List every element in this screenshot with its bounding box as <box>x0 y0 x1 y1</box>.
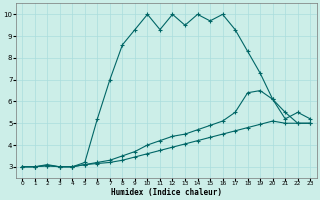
X-axis label: Humidex (Indice chaleur): Humidex (Indice chaleur) <box>111 188 222 197</box>
